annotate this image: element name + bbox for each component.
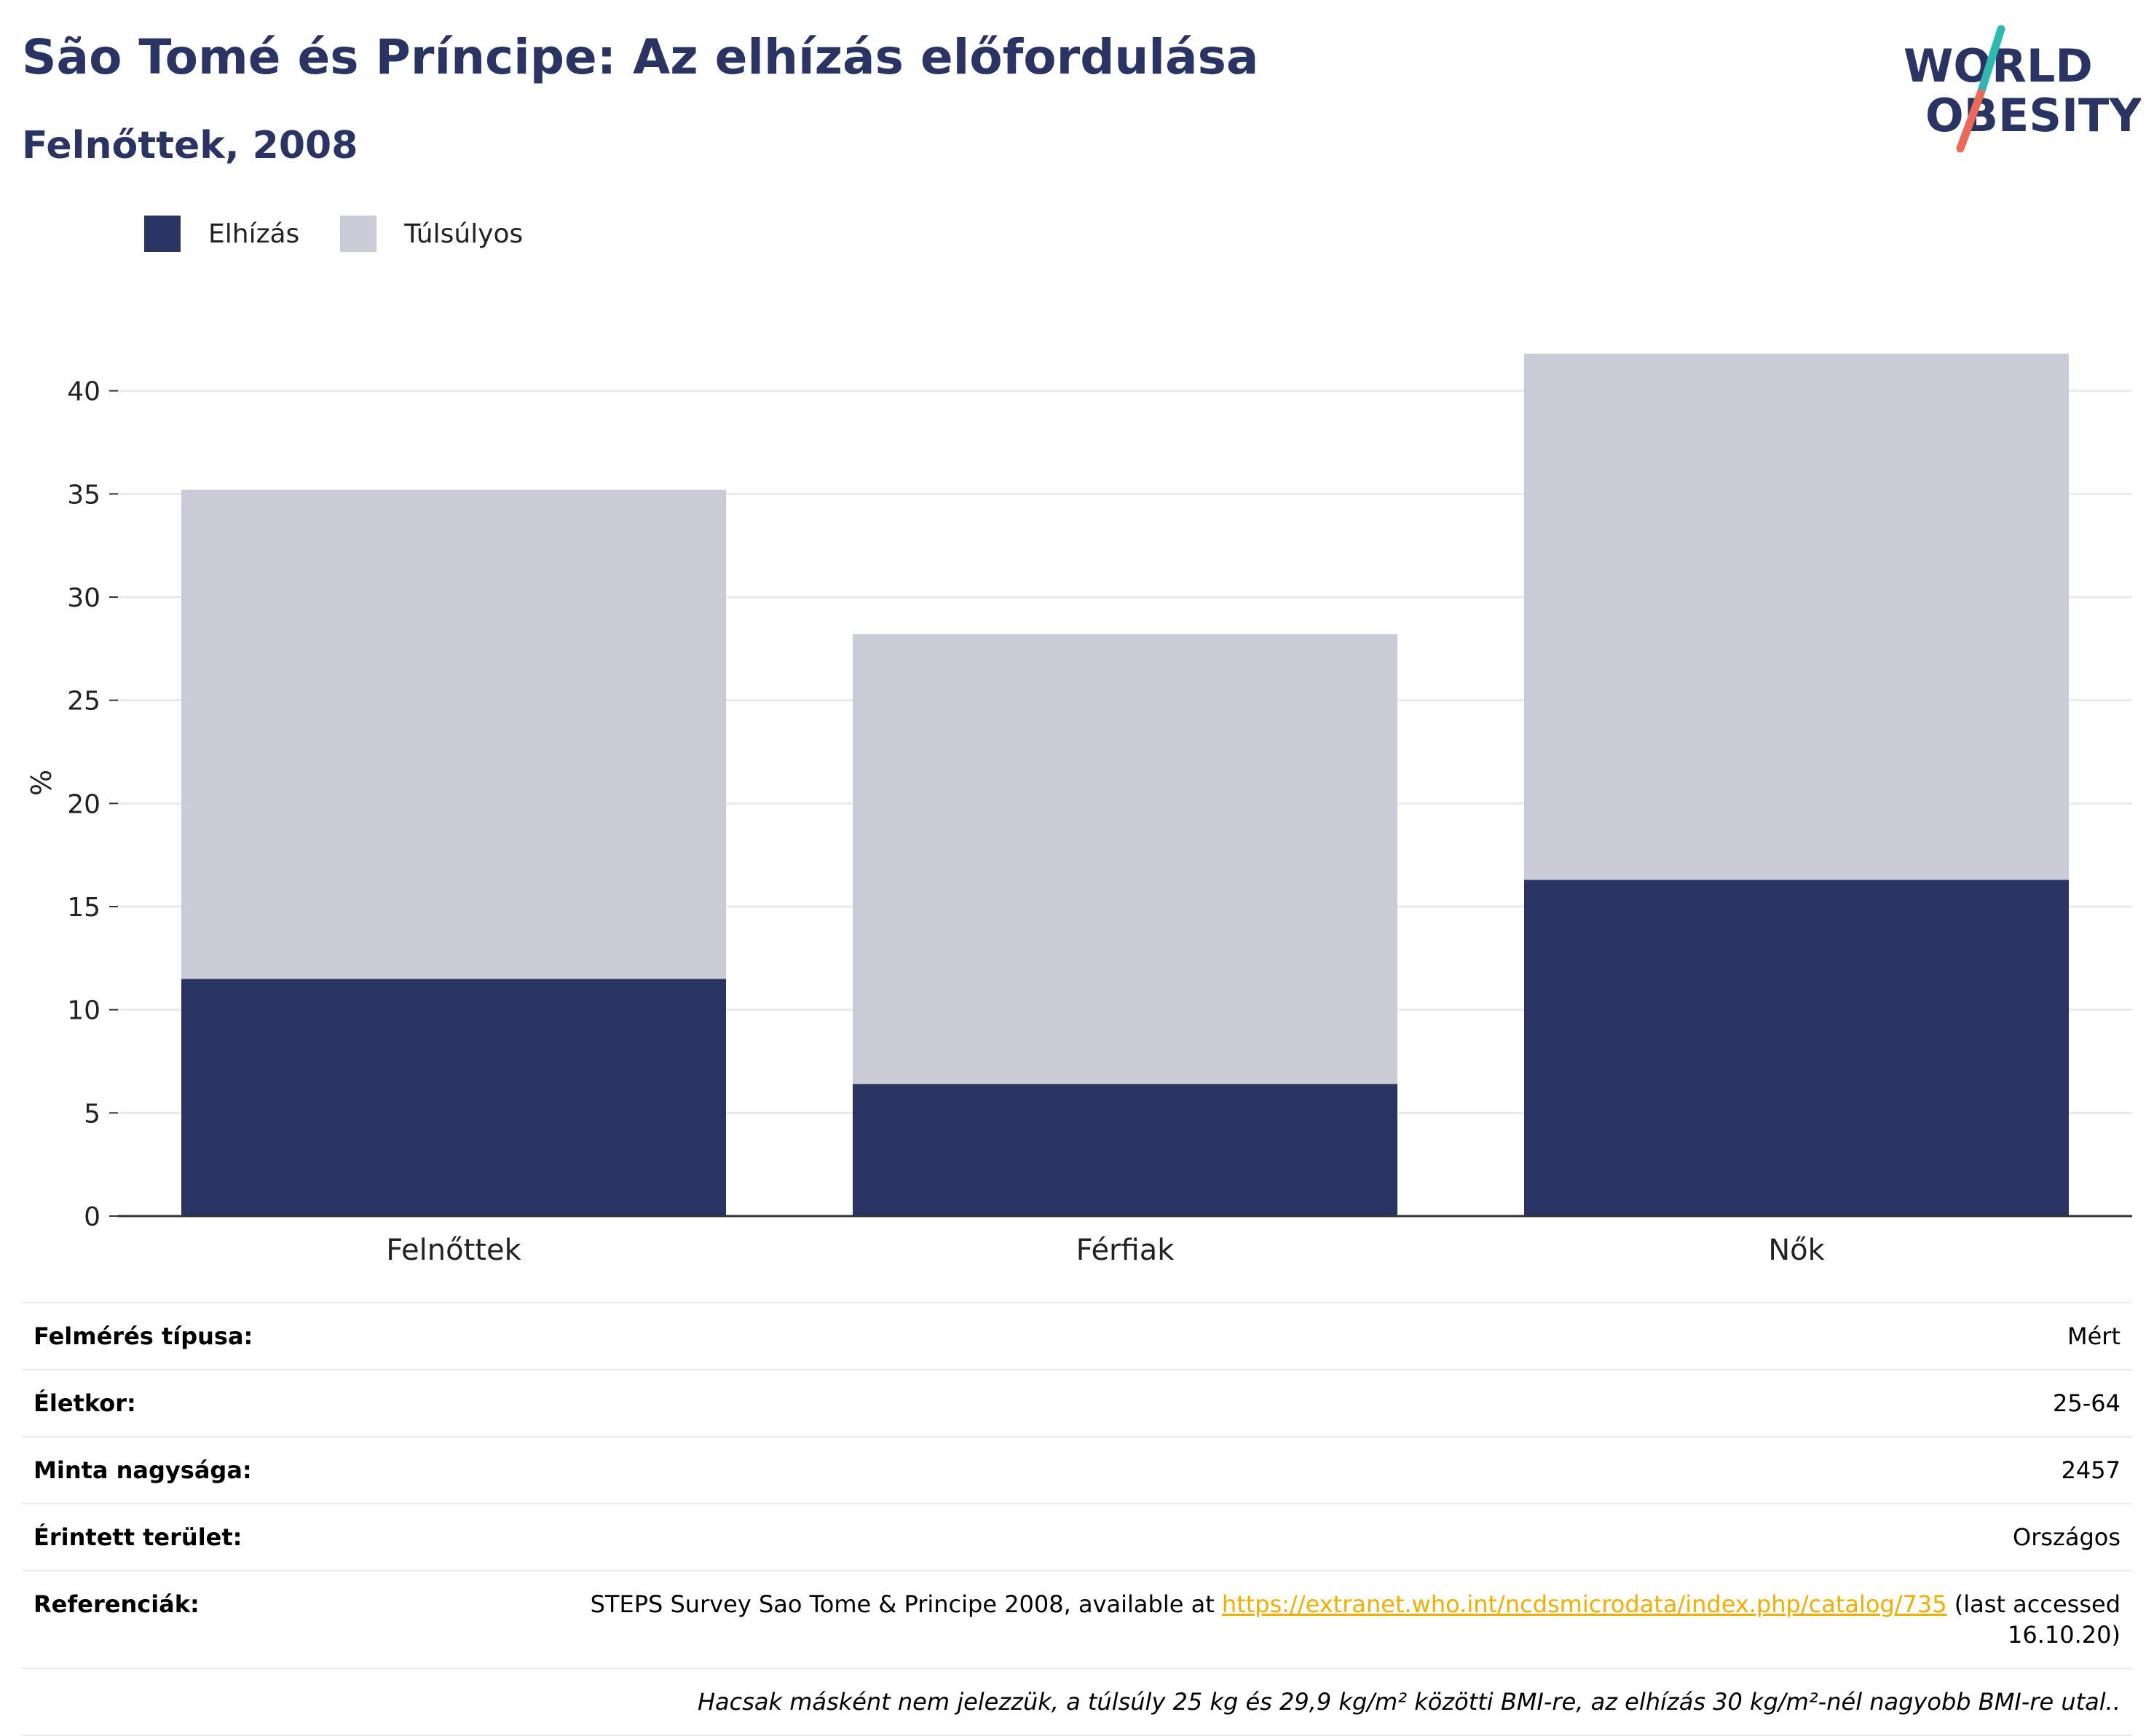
survey-type-label: Felmérés típusa: <box>33 1322 253 1350</box>
reference-link[interactable]: https://extranet.who.int/ncdsmicrodata/i… <box>1221 1590 1947 1618</box>
bar-túlsúlyos-1[interactable] <box>853 634 1397 1084</box>
world-obesity-logo: WORLD OBESITY <box>1904 25 2141 153</box>
survey-type-value: Mért <box>2067 1322 2121 1350</box>
x-tick-label: Férfiak <box>1076 1234 1175 1267</box>
y-tick-label: 25 <box>67 687 100 717</box>
age-label: Életkor: <box>33 1389 136 1417</box>
legend-swatch-elhizas <box>144 216 181 252</box>
y-tick-label: 0 <box>84 1202 100 1232</box>
legend-label-elhizas: Elhízás <box>208 218 300 249</box>
legend-swatch-tulsulyos <box>340 216 377 252</box>
chart-legend: Elhízás Túlsúlyos <box>144 216 564 252</box>
bar-túlsúlyos-2[interactable] <box>1524 353 2069 880</box>
chart-subtitle: Felnőttek, 2008 <box>22 124 358 167</box>
survey-details-table: Felmérés típusa: Mért Életkor: 25-64 Min… <box>22 1302 2132 1736</box>
table-row: Felmérés típusa: Mért <box>22 1303 2132 1370</box>
y-tick-label: 5 <box>84 1099 100 1129</box>
stacked-bar-chart: 0 5 10 15 20 25 30 35 40 Felnőttek Férfiak Nők % <box>25 353 2132 1267</box>
y-tick-label: 40 <box>67 377 100 407</box>
chart-title: São Tomé és Príncipe: Az elhízás előford… <box>22 29 1259 85</box>
table-row: Referenciák: STEPS Survey Sao Tome & Pri… <box>22 1571 2132 1669</box>
table-row: Minta nagysága: 2457 <box>22 1437 2132 1504</box>
legend-label-tulsulyos: Túlsúlyos <box>404 218 524 249</box>
legend-item-elhizas[interactable]: Elhízás <box>144 216 299 252</box>
bar-túlsúlyos-0[interactable] <box>181 489 726 979</box>
references-value: STEPS Survey Sao Tome & Principe 2008, a… <box>518 1589 2121 1650</box>
area-value: Országos <box>2013 1523 2121 1551</box>
bars <box>181 353 2069 1216</box>
reference-accessed: (last accessed 16.10.20) <box>1946 1590 2121 1649</box>
table-row: Érintett terület: Országos <box>22 1504 2132 1571</box>
references-label: Referenciák: <box>33 1590 200 1618</box>
legend-item-tulsulyos[interactable]: Túlsúlyos <box>340 216 523 252</box>
table-row: Életkor: 25-64 <box>22 1370 2132 1437</box>
area-label: Érintett terület: <box>33 1523 242 1551</box>
y-tick-label: 10 <box>67 996 100 1026</box>
bmi-definition-note: Hacsak másként nem jelezzük, a túlsúly 2… <box>22 1669 2132 1736</box>
reference-text: STEPS Survey Sao Tome & Principe 2008, a… <box>590 1590 1222 1618</box>
logo-slash-top-icon <box>1976 25 2005 98</box>
sample-size-value: 2457 <box>2061 1456 2121 1484</box>
y-tick-label: 15 <box>67 893 100 923</box>
age-value: 25-64 <box>2053 1389 2121 1417</box>
sample-size-label: Minta nagysága: <box>33 1456 252 1484</box>
x-axis: Felnőttek Férfiak Nők <box>118 1215 2132 1267</box>
x-tick-label: Nők <box>1768 1234 1825 1267</box>
y-tick-label: 30 <box>67 583 100 613</box>
y-tick-label: 35 <box>67 480 100 510</box>
x-tick-label: Felnőttek <box>386 1234 521 1267</box>
bar-elhízás-1[interactable] <box>853 1084 1397 1216</box>
bar-elhízás-2[interactable] <box>1524 880 2069 1216</box>
y-axis-label: % <box>25 770 58 796</box>
bar-elhízás-0[interactable] <box>181 979 726 1216</box>
y-axis: 0 5 10 15 20 25 30 35 40 <box>67 377 118 1232</box>
logo-slash-bottom-icon <box>1956 89 1985 153</box>
logo-text-obesity: OBESITY <box>1925 89 2141 142</box>
y-tick-label: 20 <box>67 789 100 819</box>
